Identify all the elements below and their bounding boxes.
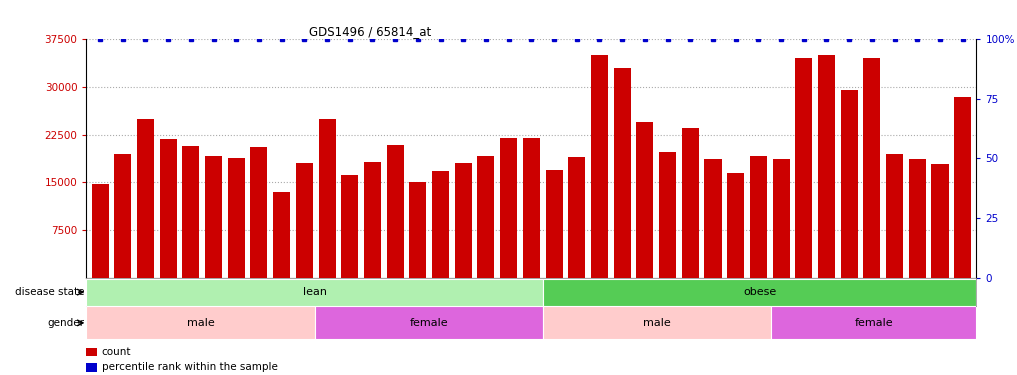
Text: female: female [410,318,448,328]
Text: male: male [187,318,215,328]
Bar [591,55,608,278]
Bar [410,182,426,278]
Bar [705,159,721,278]
Bar [954,96,971,278]
Bar [909,159,925,278]
Bar [569,157,586,278]
Text: male: male [643,318,671,328]
Bar [523,138,540,278]
Bar [205,156,222,278]
Bar [250,147,267,278]
Text: female: female [854,318,893,328]
Bar [455,163,472,278]
Bar [86,306,314,339]
Bar [182,146,199,278]
Bar [477,156,494,278]
Bar [432,171,450,278]
Bar [500,138,518,278]
Bar [228,158,245,278]
Bar [274,192,290,278]
Bar [92,183,109,278]
Bar [86,279,543,306]
Bar [613,68,631,278]
Bar [543,306,771,339]
Bar [750,156,767,278]
Bar [137,119,154,278]
Bar [795,58,813,278]
Bar [386,145,404,278]
Bar [863,58,881,278]
Bar [114,154,131,278]
Bar [342,175,358,278]
Text: percentile rank within the sample: percentile rank within the sample [102,362,278,372]
Text: count: count [102,346,131,357]
Bar [841,90,857,278]
Bar [771,306,976,339]
Text: obese: obese [743,287,776,297]
Bar [773,159,789,278]
Bar [543,279,976,306]
Bar [659,152,676,278]
Text: lean: lean [303,287,326,297]
Text: gender: gender [48,318,84,328]
Bar [314,306,543,339]
Bar [637,122,653,278]
Bar [727,173,744,278]
Text: disease state: disease state [15,287,84,297]
Bar [681,128,699,278]
Bar [818,55,835,278]
Bar [364,162,381,278]
Bar [296,163,313,278]
Text: GDS1496 / 65814_at: GDS1496 / 65814_at [309,25,431,38]
Bar [318,119,336,278]
Bar [886,154,903,278]
Bar [160,139,177,278]
Bar [545,170,562,278]
Bar [932,165,949,278]
